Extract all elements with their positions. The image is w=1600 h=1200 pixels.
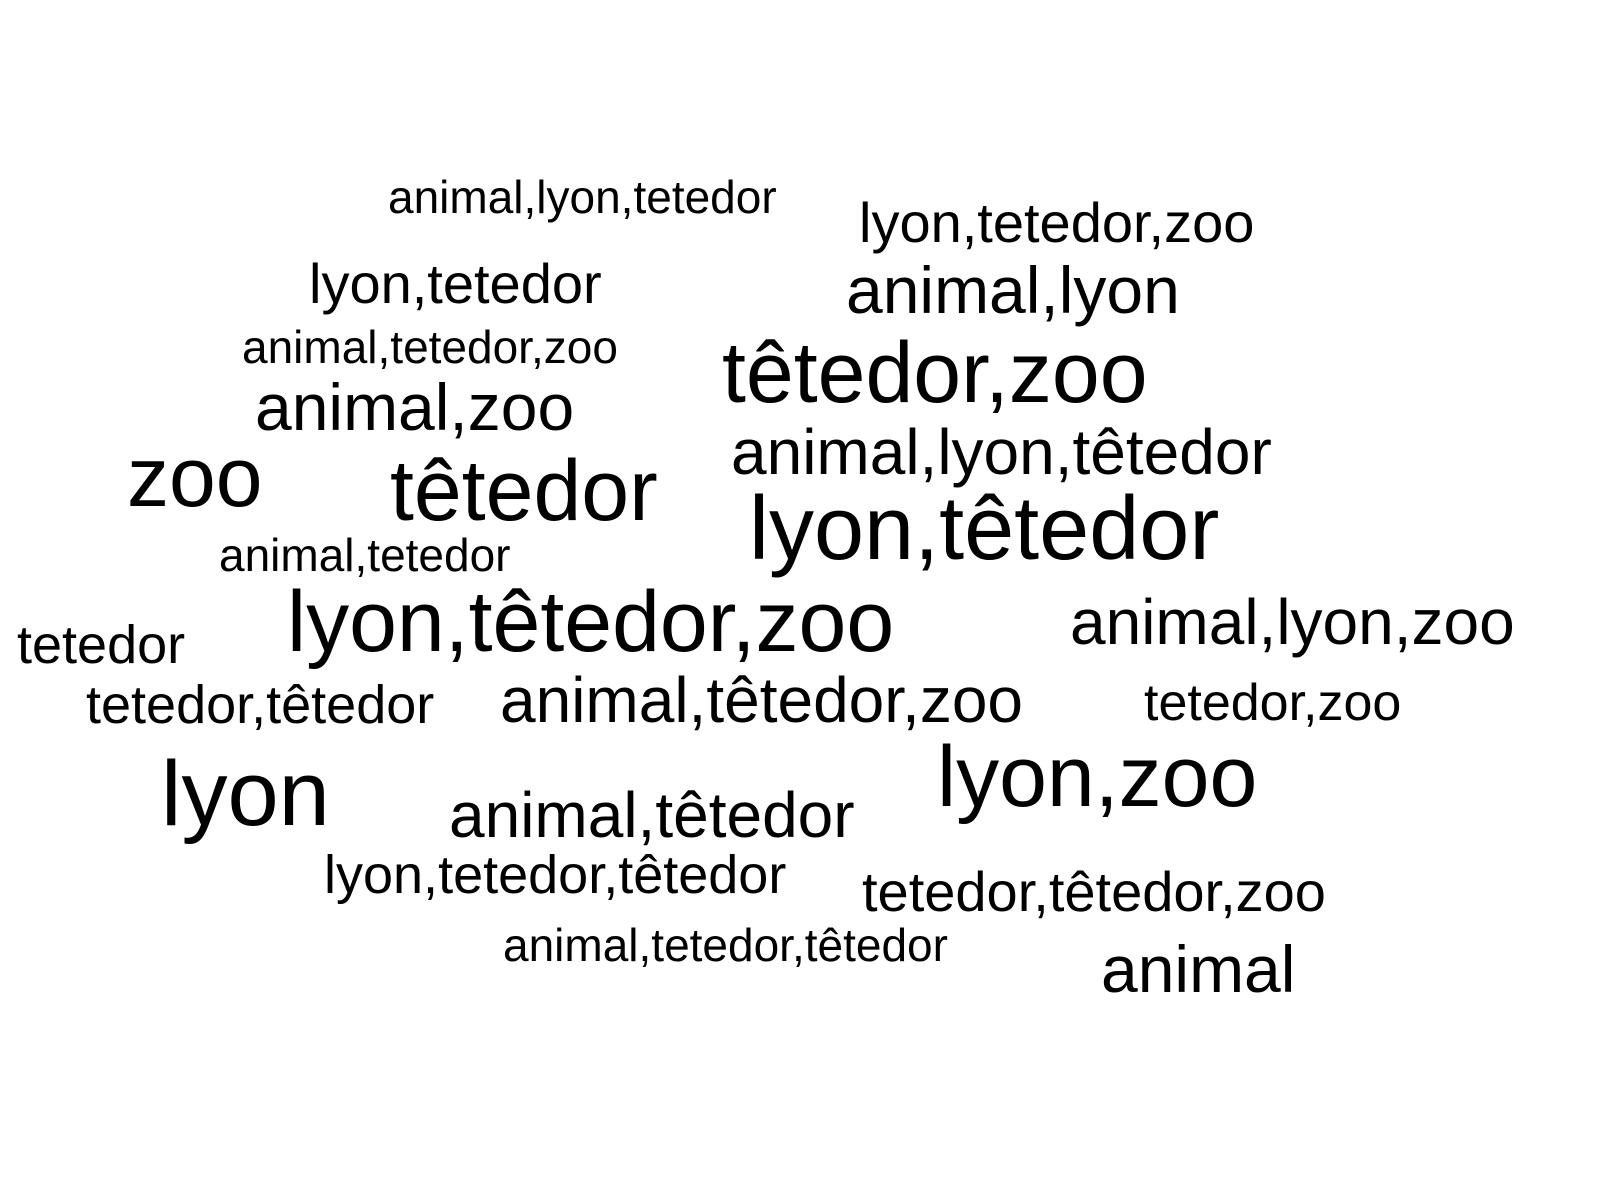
word-animal-têtedor-zoo: animal,têtedor,zoo: [500, 664, 1023, 736]
word-lyon-têtedor-zoo: lyon,têtedor,zoo: [287, 574, 895, 670]
word-lyon-têtedor: lyon,têtedor: [749, 479, 1220, 579]
word-lyon-tetedor-zoo: lyon,tetedor,zoo: [859, 191, 1255, 254]
word-tetedor: tetedor: [17, 615, 186, 675]
word-lyon-tetedor: lyon,tetedor: [309, 252, 602, 315]
word-tetedor-têtedor: tetedor,têtedor: [86, 675, 435, 735]
word-animal-tetedor-zoo: animal,tetedor,zoo: [242, 321, 618, 373]
word-animal-lyon-zoo: animal,lyon,zoo: [1070, 586, 1515, 658]
word-lyon-tetedor-têtedor: lyon,tetedor,têtedor: [324, 845, 787, 905]
word-animal-zoo: animal,zoo: [255, 370, 575, 444]
word-têtedor-zoo: têtedor,zoo: [722, 325, 1148, 421]
word-zoo: zoo: [127, 430, 263, 524]
word-tetedor-zoo: tetedor,zoo: [1144, 674, 1402, 732]
word-lyon: lyon: [161, 743, 330, 845]
word-têtedor: têtedor: [390, 443, 658, 539]
word-animal-têtedor: animal,têtedor: [449, 779, 855, 851]
word-animal-tetedor-têtedor: animal,tetedor,têtedor: [503, 919, 948, 971]
word-tetedor-têtedor-zoo: tetedor,têtedor,zoo: [862, 860, 1326, 923]
word-lyon-zoo: lyon,zoo: [937, 729, 1258, 825]
word-animal: animal: [1101, 932, 1296, 1006]
word-animal-lyon: animal,lyon: [846, 253, 1180, 327]
word-animal-lyon-têtedor: animal,lyon,têtedor: [731, 416, 1272, 488]
word-animal-lyon-tetedor: animal,lyon,tetedor: [388, 171, 777, 223]
word-animal-tetedor: animal,tetedor: [219, 529, 511, 581]
